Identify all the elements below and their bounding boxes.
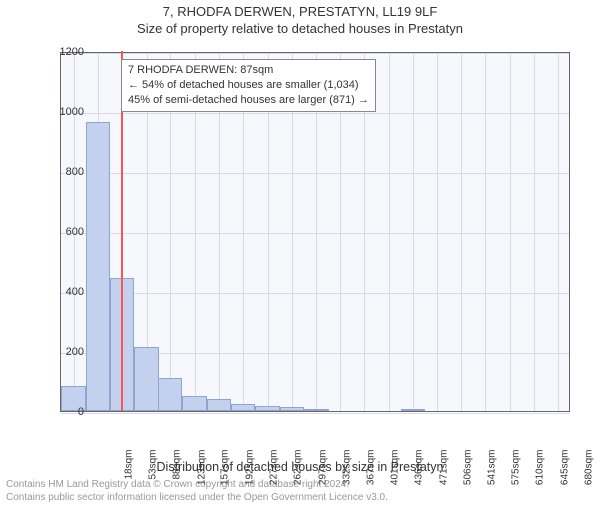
gridline-v [461, 53, 462, 411]
x-tick-label: 367sqm [366, 450, 377, 510]
histogram-bar [401, 409, 425, 411]
gridline-h [61, 113, 569, 114]
gridline-v [437, 53, 438, 411]
x-tick-label: 53sqm [147, 450, 158, 510]
histogram-bar [182, 396, 206, 411]
histogram-bar [280, 407, 304, 411]
gridline-v [389, 53, 390, 411]
gridline-h [61, 173, 569, 174]
x-tick-label: 575sqm [511, 450, 522, 510]
x-tick-label: 88sqm [172, 450, 183, 510]
x-tick-label: 192sqm [244, 450, 255, 510]
histogram-bar [207, 399, 231, 411]
y-tick-label: 600 [44, 226, 84, 238]
y-tick-label: 400 [44, 286, 84, 298]
x-tick-label: 227sqm [268, 450, 279, 510]
annotation-line-1: 7 RHODFA DERWEN: 87sqm [128, 63, 369, 78]
y-tick-label: 1200 [44, 46, 84, 58]
x-tick-label: 680sqm [584, 450, 595, 510]
annotation-line-2: ← 54% of detached houses are smaller (1,… [128, 78, 369, 93]
gridline-v [510, 53, 511, 411]
x-tick-label: 541sqm [487, 450, 498, 510]
annotation-line-3: 45% of semi-detached houses are larger (… [128, 93, 369, 108]
histogram-bar [231, 404, 255, 411]
x-tick-label: 18sqm [123, 450, 134, 510]
histogram-bar [158, 378, 182, 411]
x-tick-label: 471sqm [438, 450, 449, 510]
gridline-h [61, 53, 569, 54]
x-tick-label: 645sqm [559, 450, 570, 510]
x-tick-label: 262sqm [293, 450, 304, 510]
x-tick-label: 123sqm [196, 450, 207, 510]
annotation-box: 7 RHODFA DERWEN: 87sqm← 54% of detached … [121, 59, 376, 112]
x-tick-label: 506sqm [463, 450, 474, 510]
y-tick-label: 1000 [44, 106, 84, 118]
x-tick-label: 332sqm [341, 450, 352, 510]
x-tick-label: 401sqm [390, 450, 401, 510]
histogram-bar [304, 409, 328, 411]
y-tick-label: 200 [44, 346, 84, 358]
plot-background: 7 RHODFA DERWEN: 87sqm← 54% of detached … [60, 52, 570, 412]
gridline-v [413, 53, 414, 411]
x-tick-label: 297sqm [317, 450, 328, 510]
x-tick-label: 436sqm [414, 450, 425, 510]
gridline-v [558, 53, 559, 411]
histogram-bar [134, 347, 158, 412]
page-subtitle: Size of property relative to detached ho… [0, 21, 600, 36]
gridline-h [61, 413, 569, 414]
y-tick-label: 800 [44, 166, 84, 178]
gridline-h [61, 293, 569, 294]
chart-area: 7 RHODFA DERWEN: 87sqm← 54% of detached … [60, 52, 570, 412]
page-title: 7, RHODFA DERWEN, PRESTATYN, LL19 9LF [0, 4, 600, 19]
x-tick-label: 610sqm [535, 450, 546, 510]
histogram-bar [86, 122, 110, 412]
gridline-h [61, 233, 569, 234]
histogram-bar [255, 406, 279, 411]
x-tick-label: 157sqm [220, 450, 231, 510]
y-tick-label: 0 [44, 406, 84, 418]
gridline-v [485, 53, 486, 411]
gridline-v [534, 53, 535, 411]
